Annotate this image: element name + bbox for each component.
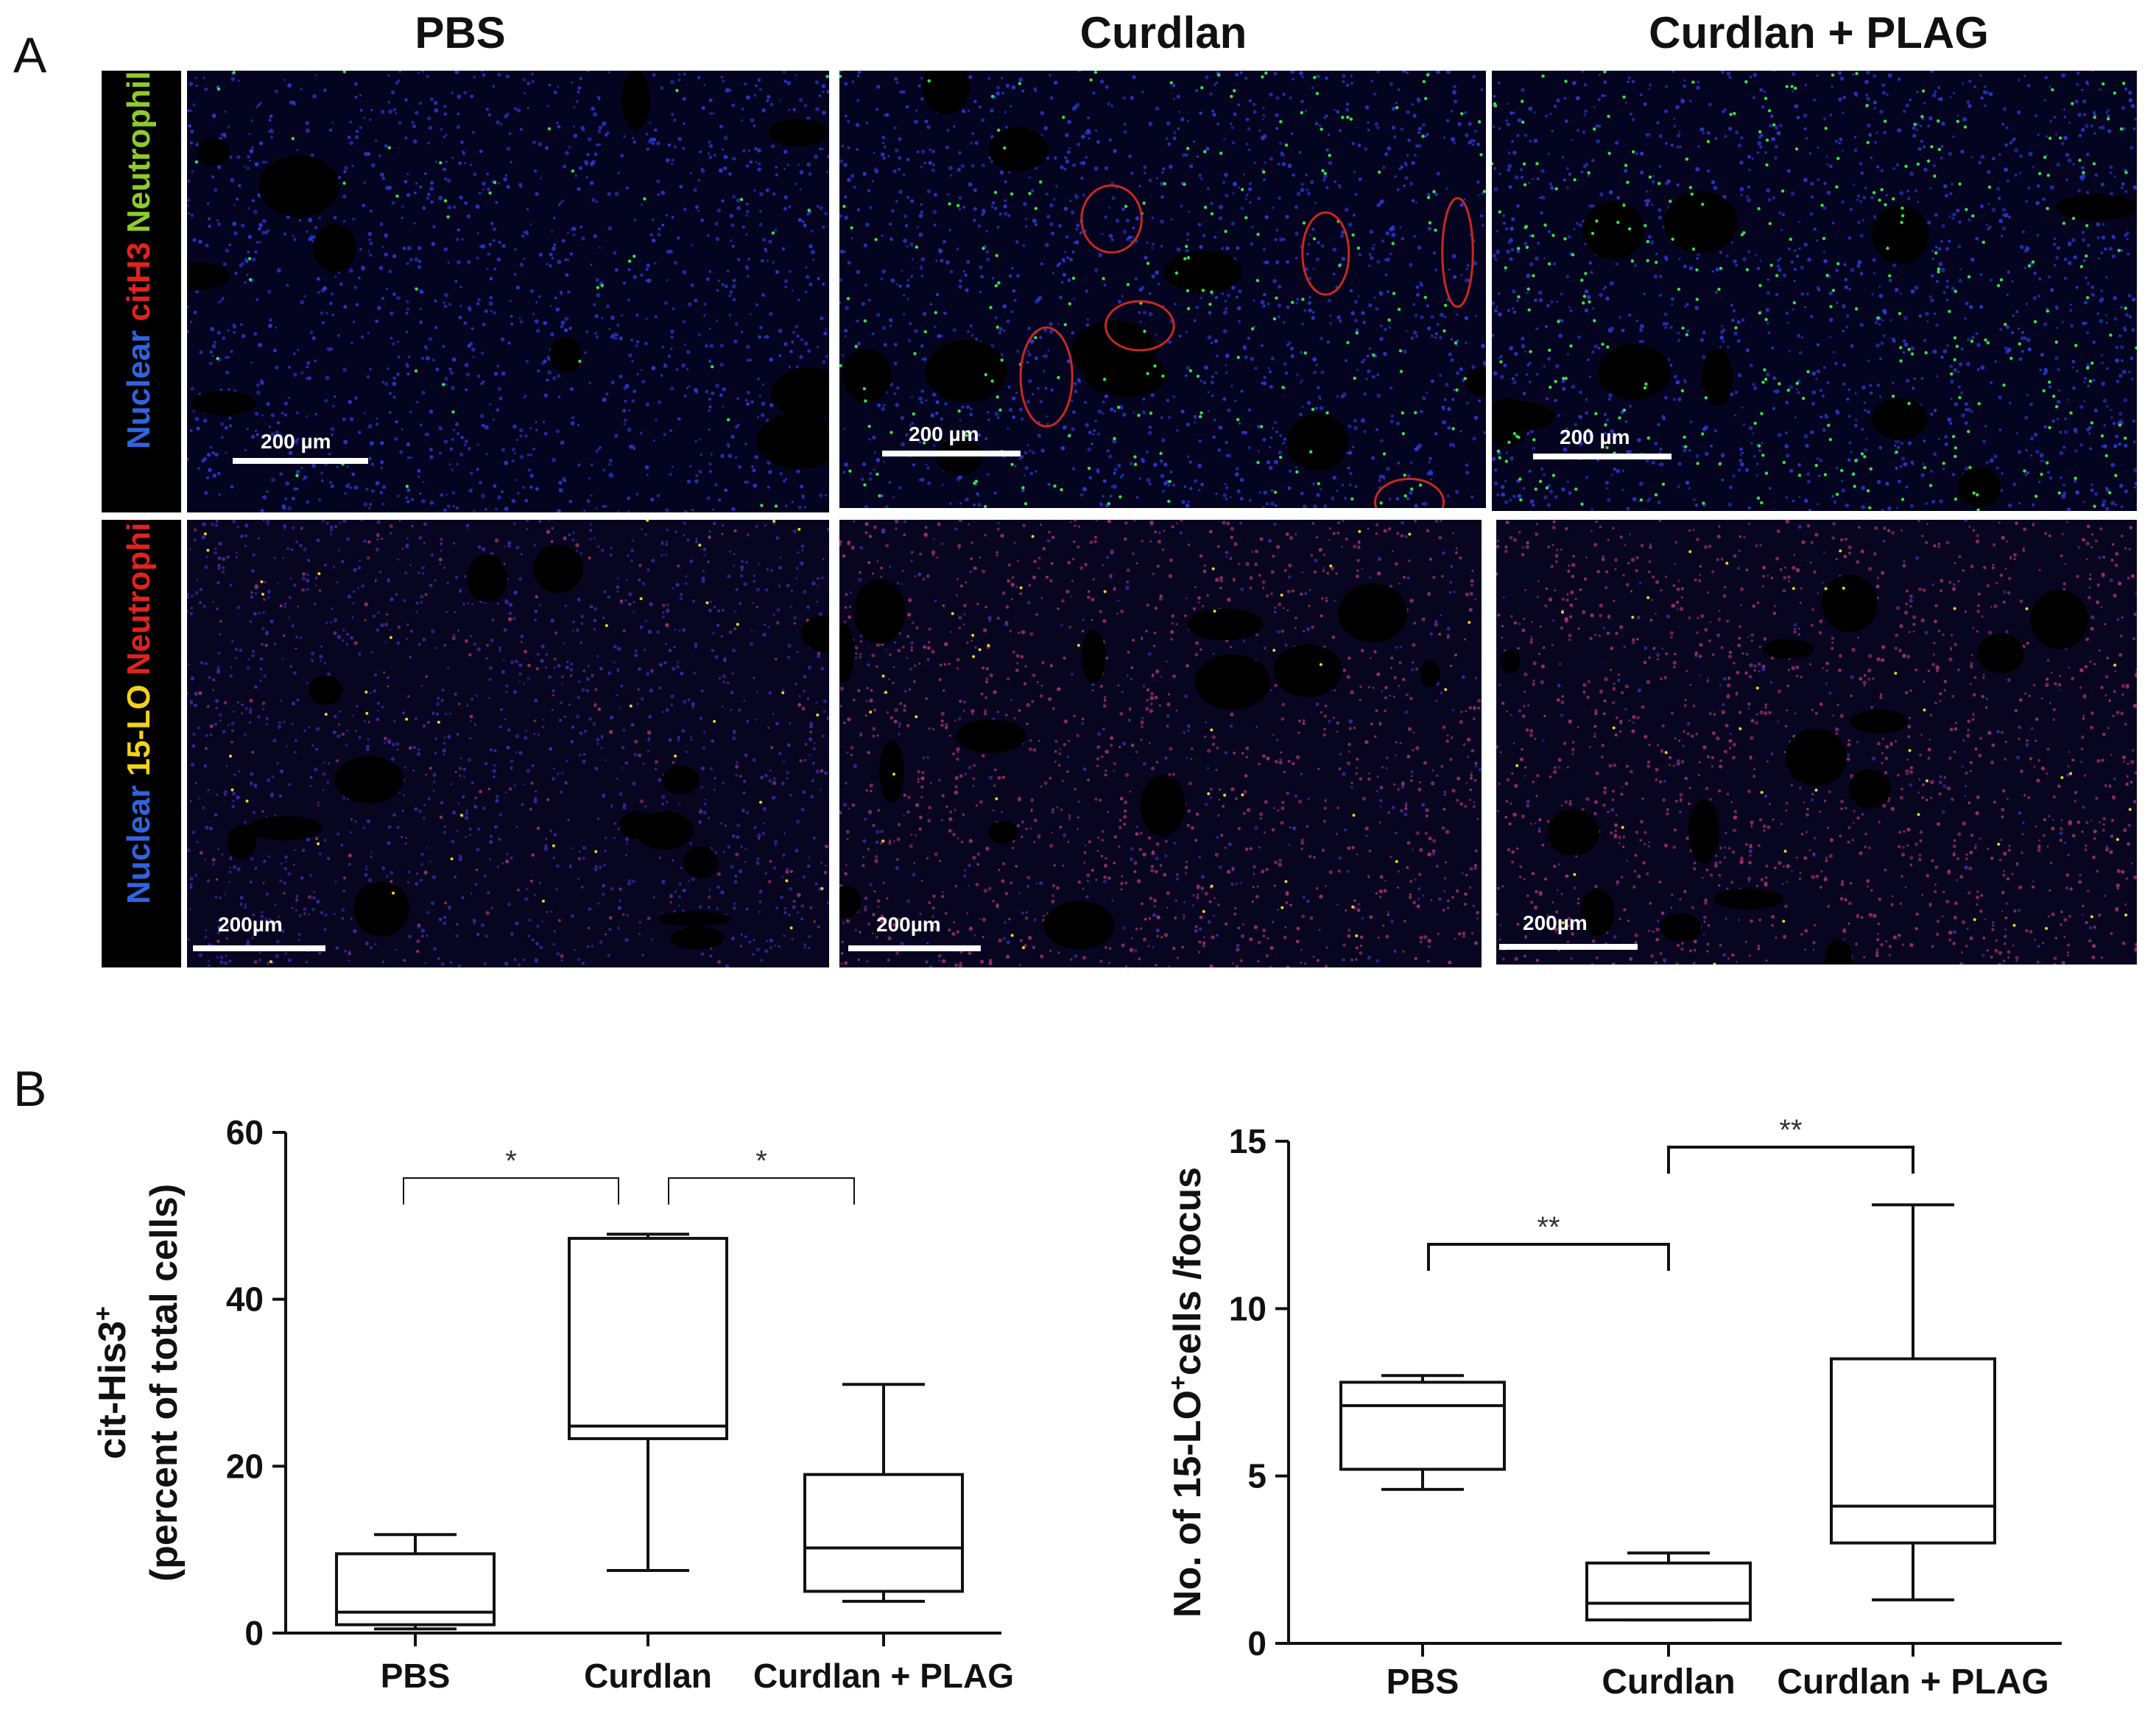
scale-bar	[1499, 944, 1638, 950]
box-0	[1339, 1374, 1506, 1491]
x-category-label: PBS	[381, 1657, 451, 1695]
x-category-label: Curdlan + PLAG	[1777, 1663, 2048, 1702]
row2-stain-label: Nuclear 15-LO Neutrophil	[102, 520, 181, 967]
iqr-box	[335, 1552, 496, 1626]
iqr-box	[1339, 1381, 1506, 1471]
column-title-curdlan: Curdlan	[1079, 8, 1247, 57]
scale-bar	[882, 451, 1021, 456]
micrograph-pbs-15lo: 200µm	[187, 520, 829, 967]
scale-bar	[233, 458, 368, 464]
x-category-label: Curdlan	[1602, 1663, 1735, 1702]
iqr-box	[803, 1473, 964, 1593]
iqr-box	[1830, 1357, 1996, 1545]
significance-label: **	[1537, 1211, 1560, 1244]
scale-bar-label: 200µm	[218, 913, 283, 936]
significance-label: **	[1779, 1114, 1802, 1146]
scale-bar-label: 200 µm	[1560, 426, 1630, 448]
y-tick-label: 5	[1247, 1457, 1267, 1495]
y-axis-label: cit-His3+	[89, 1306, 134, 1459]
row2-stain-word: Nuclear	[121, 785, 157, 904]
row2-stain-word: Neutrophil	[121, 520, 157, 685]
row1-stain-word: Nuclear	[121, 330, 157, 449]
significance-label: *	[755, 1145, 767, 1177]
chart-15lo-boxplot: 0 5 10 15 PBS Curdlan Curdlan + PLAG ** ** No. of…	[1164, 1114, 2062, 1702]
column-title-curdlan-plag: Curdlan + PLAG	[1649, 8, 1989, 57]
y-tick-label: 0	[1247, 1624, 1267, 1663]
box-0	[335, 1533, 496, 1631]
micrograph-curdlan-plag-cith3: 200 µm	[1492, 71, 2137, 511]
box-2	[1830, 1203, 1996, 1601]
iqr-box	[1585, 1561, 1752, 1622]
micrograph-curdlan-cith3: 200 µm	[839, 71, 1486, 508]
y-tick-label: 20	[226, 1447, 264, 1485]
y-tick-label: 40	[226, 1280, 264, 1319]
y-tick-label: 60	[226, 1113, 264, 1152]
column-title-pbs: PBS	[415, 8, 506, 57]
y-tick-label: 10	[1229, 1289, 1267, 1328]
iqr-box	[568, 1236, 728, 1440]
scale-bar	[1533, 454, 1671, 459]
micrograph-curdlan-plag-15lo: 200µm	[1496, 520, 2137, 965]
significance-bracket: *	[403, 1145, 619, 1205]
scale-bar-label: 200µm	[876, 913, 941, 936]
significance-bracket: *	[668, 1145, 855, 1205]
row1-stain-label: Nuclear citH3 Neutrophil	[102, 71, 181, 512]
scale-bar-label: 200 µm	[909, 423, 979, 445]
y-tick-label: 0	[244, 1614, 264, 1652]
x-category-label: PBS	[1387, 1663, 1459, 1702]
scale-bar-label: 200 µm	[261, 430, 331, 453]
micrograph-pbs-cith3: 200 µm	[187, 71, 829, 512]
significance-bracket: **	[1427, 1211, 1670, 1271]
box-2	[803, 1383, 964, 1603]
x-category-label: Curdlan + PLAG	[753, 1657, 1014, 1695]
scale-bar	[193, 945, 325, 951]
micrograph-curdlan-15lo: 200µm	[839, 520, 1482, 967]
significance-bracket: **	[1667, 1114, 1914, 1174]
y-axis-label-line2: (percent of total cells)	[143, 1184, 186, 1582]
row1-stain-word: citH3	[121, 241, 157, 331]
panel-b-letter: B	[13, 1061, 47, 1117]
y-tick-label: 15	[1229, 1122, 1267, 1160]
scale-bar-label: 200µm	[1523, 912, 1588, 934]
significance-label: *	[505, 1145, 517, 1177]
chart-cith3-boxplot: 0 20 40 60 PBS Curdlan Curdlan + PLAG * * cit-His…	[89, 1113, 1014, 1695]
box-1	[568, 1233, 728, 1572]
box-1	[1585, 1551, 1752, 1622]
panel-a-letter: A	[13, 27, 47, 83]
row2-stain-word: 15-LO	[121, 684, 157, 786]
row1-stain-word: Neutrophil	[121, 71, 157, 242]
y-axis-label: No. of 15-LO+cells /focus	[1164, 1167, 1209, 1618]
scale-bar	[848, 945, 981, 951]
x-category-label: Curdlan	[584, 1657, 712, 1695]
